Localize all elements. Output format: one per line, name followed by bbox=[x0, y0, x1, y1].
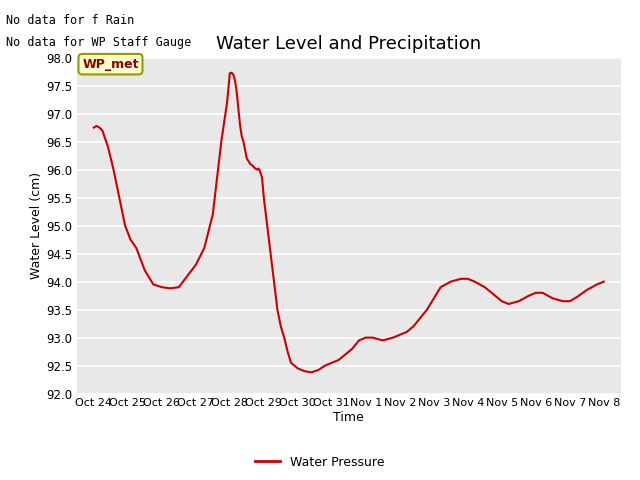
Title: Water Level and Precipitation: Water Level and Precipitation bbox=[216, 35, 481, 53]
Text: WP_met: WP_met bbox=[82, 58, 139, 71]
Legend: Water Pressure: Water Pressure bbox=[250, 451, 390, 474]
Text: No data for f Rain: No data for f Rain bbox=[6, 14, 134, 27]
X-axis label: Time: Time bbox=[333, 411, 364, 424]
Y-axis label: Water Level (cm): Water Level (cm) bbox=[30, 172, 43, 279]
Text: No data for WP Staff Gauge: No data for WP Staff Gauge bbox=[6, 36, 191, 49]
